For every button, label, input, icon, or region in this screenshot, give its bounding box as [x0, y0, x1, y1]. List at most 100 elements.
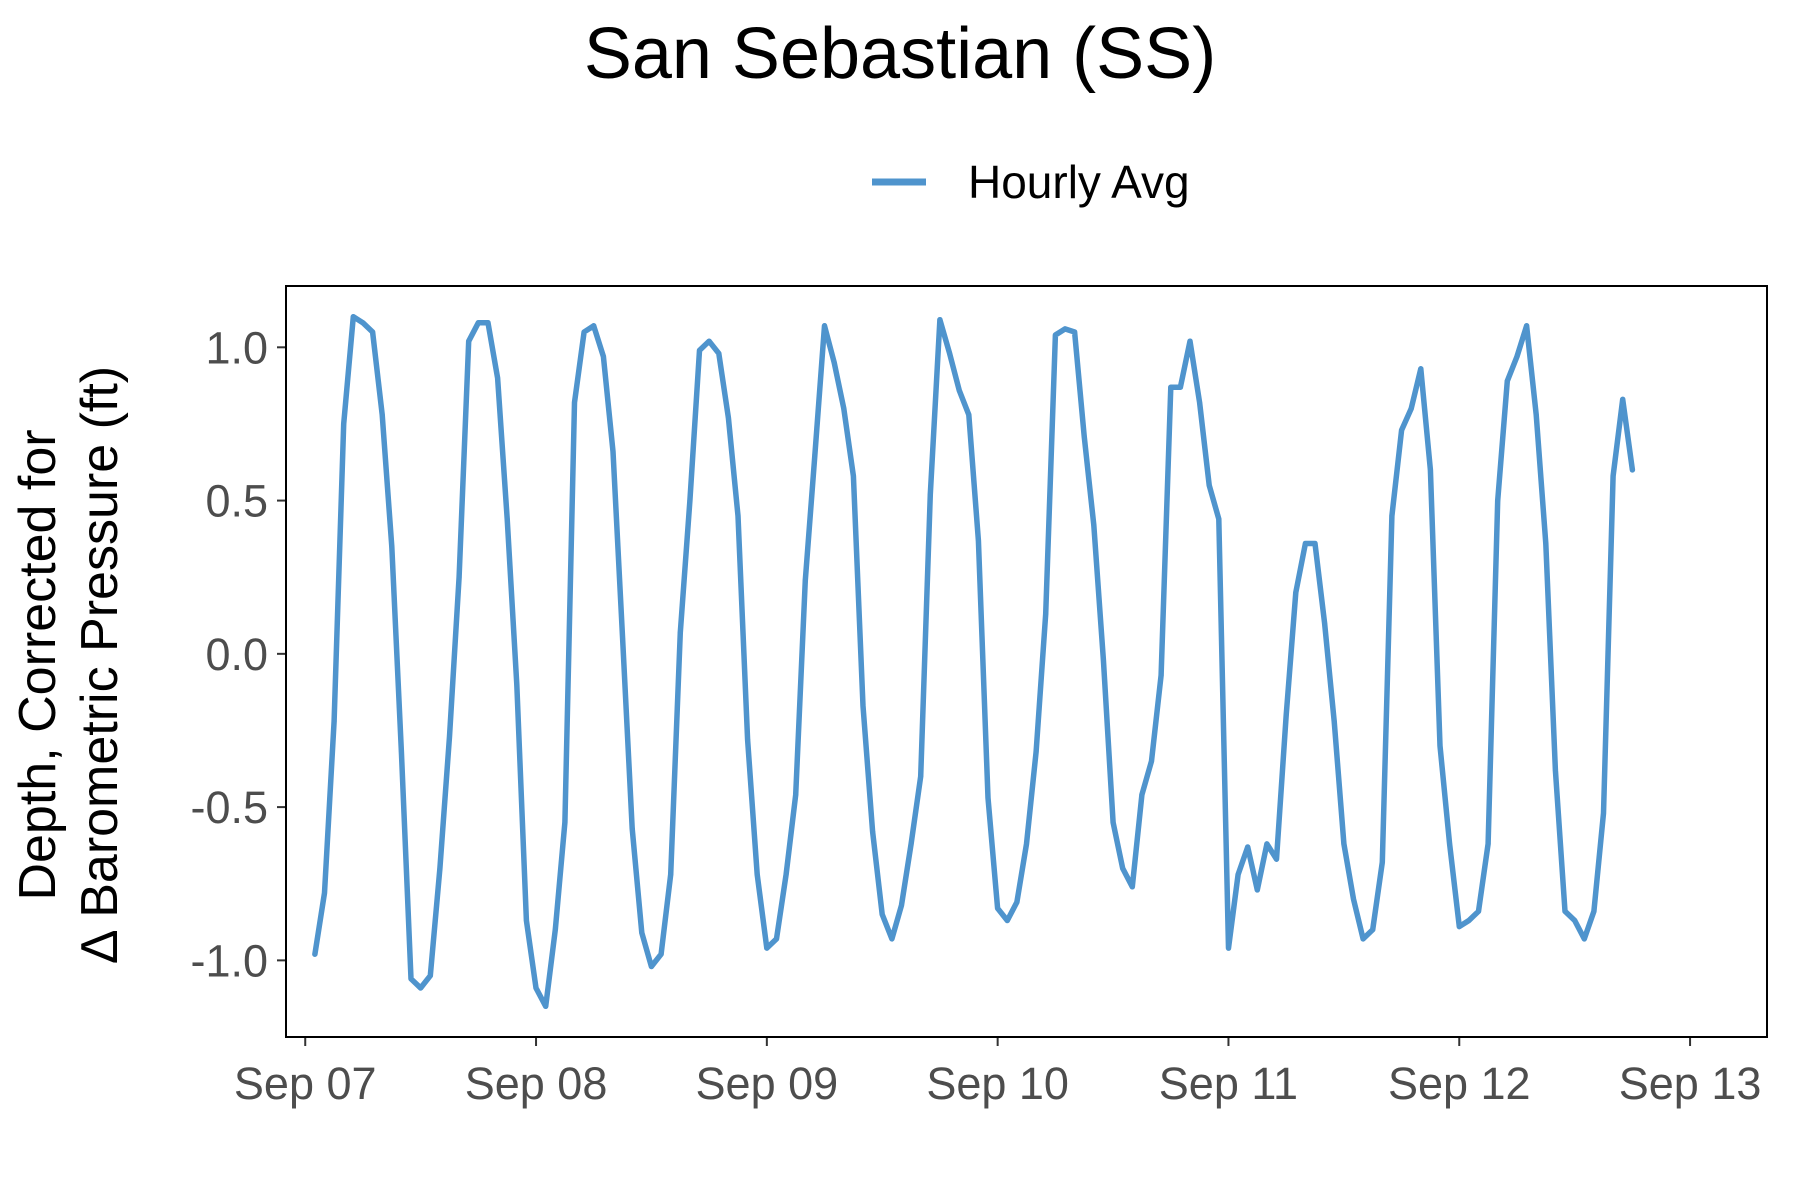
data-point	[668, 872, 674, 877]
y-tick-label: 0.0	[205, 629, 268, 680]
data-point	[1206, 482, 1212, 488]
data-point	[562, 819, 568, 825]
data-point	[956, 387, 962, 393]
data-point	[687, 498, 693, 504]
data-point	[1524, 323, 1530, 329]
data-point	[966, 412, 972, 418]
data-point	[1456, 924, 1462, 930]
y-tick-label: 1.0	[205, 322, 268, 373]
data-point	[312, 951, 318, 957]
data-point	[879, 911, 885, 917]
y-tick-label: 0.5	[205, 476, 268, 527]
data-point	[350, 314, 356, 320]
data-point	[610, 449, 616, 454]
data-point	[379, 412, 385, 418]
x-tick-label: Sep 10	[926, 1058, 1069, 1109]
data-point	[1399, 427, 1405, 433]
data-point	[1629, 467, 1635, 473]
data-point	[716, 350, 722, 356]
data-point	[831, 360, 837, 366]
data-point	[1149, 758, 1154, 764]
data-point	[504, 516, 510, 522]
data-point	[947, 350, 953, 356]
y-axis: 1.0 0.5 0.0 -0.5 -1.0	[190, 322, 286, 986]
data-point	[889, 936, 895, 942]
data-point	[485, 320, 491, 326]
data-point	[995, 905, 1001, 911]
y-tick-label: -0.5	[190, 782, 268, 833]
data-point	[1322, 620, 1328, 626]
x-tick-label: Sep 07	[234, 1058, 377, 1109]
data-point	[899, 902, 904, 908]
y-tick-label: -1.0	[190, 935, 268, 986]
data-point	[841, 406, 847, 412]
data-point	[1197, 400, 1203, 405]
data-point	[1427, 467, 1433, 473]
data-point	[1312, 541, 1318, 546]
y-axis-title-line-1: Depth, Corrected for	[9, 429, 67, 900]
data-point	[1389, 513, 1395, 519]
data-point	[1495, 498, 1501, 504]
data-point	[1581, 936, 1587, 942]
data-point	[456, 574, 462, 580]
data-point	[331, 718, 337, 724]
data-point	[927, 491, 933, 497]
data-point	[1514, 354, 1520, 359]
data-point	[1120, 865, 1126, 871]
data-point	[408, 976, 414, 982]
data-point	[774, 936, 779, 942]
data-point	[1360, 936, 1366, 942]
data-point	[725, 415, 731, 421]
data-point	[514, 682, 520, 687]
data-point	[1226, 945, 1231, 951]
data-point	[639, 930, 645, 936]
data-point	[822, 323, 827, 329]
data-point	[1293, 590, 1299, 595]
data-point	[1014, 899, 1020, 905]
data-point	[1033, 749, 1039, 755]
data-point	[398, 749, 404, 755]
data-point	[1110, 819, 1116, 825]
x-axis: Sep 07 Sep 08 Sep 09 Sep 10 Sep 11 Sep 12 Sep …	[234, 1037, 1761, 1109]
data-point	[1370, 927, 1376, 933]
data-point	[754, 872, 760, 877]
data-point	[543, 1003, 549, 1009]
data-point	[783, 872, 789, 877]
data-point	[1533, 412, 1539, 418]
data-point	[322, 890, 327, 896]
data-point	[1572, 918, 1578, 923]
data-point	[850, 473, 856, 479]
data-point	[552, 927, 558, 933]
data-point	[1274, 856, 1279, 862]
data-point	[1216, 516, 1222, 522]
data-point	[533, 985, 539, 991]
data-point	[1418, 366, 1424, 372]
data-point	[427, 973, 433, 979]
data-point	[1168, 384, 1174, 390]
data-point	[1562, 908, 1568, 914]
data-point	[581, 329, 587, 335]
data-point	[918, 773, 924, 779]
data-point	[1254, 887, 1260, 893]
data-point	[370, 329, 376, 335]
data-point	[1235, 872, 1241, 877]
data-point	[648, 964, 654, 969]
data-point	[658, 951, 664, 957]
data-point	[1447, 841, 1453, 847]
data-point	[418, 985, 424, 991]
data-point	[1245, 844, 1251, 850]
x-tick-label: Sep 09	[696, 1058, 839, 1109]
data-point	[1024, 841, 1029, 847]
x-tick-label: Sep 11	[1159, 1058, 1298, 1109]
data-point	[1177, 384, 1183, 390]
data-point	[1139, 792, 1145, 798]
data-point	[1264, 841, 1270, 847]
chart-title: San Sebastian (SS)	[584, 14, 1216, 94]
data-point	[1591, 908, 1597, 914]
data-point	[860, 703, 866, 709]
legend: Hourly Avg	[872, 156, 1190, 208]
data-point	[1081, 433, 1087, 439]
data-point	[802, 577, 808, 583]
data-point	[764, 945, 770, 951]
